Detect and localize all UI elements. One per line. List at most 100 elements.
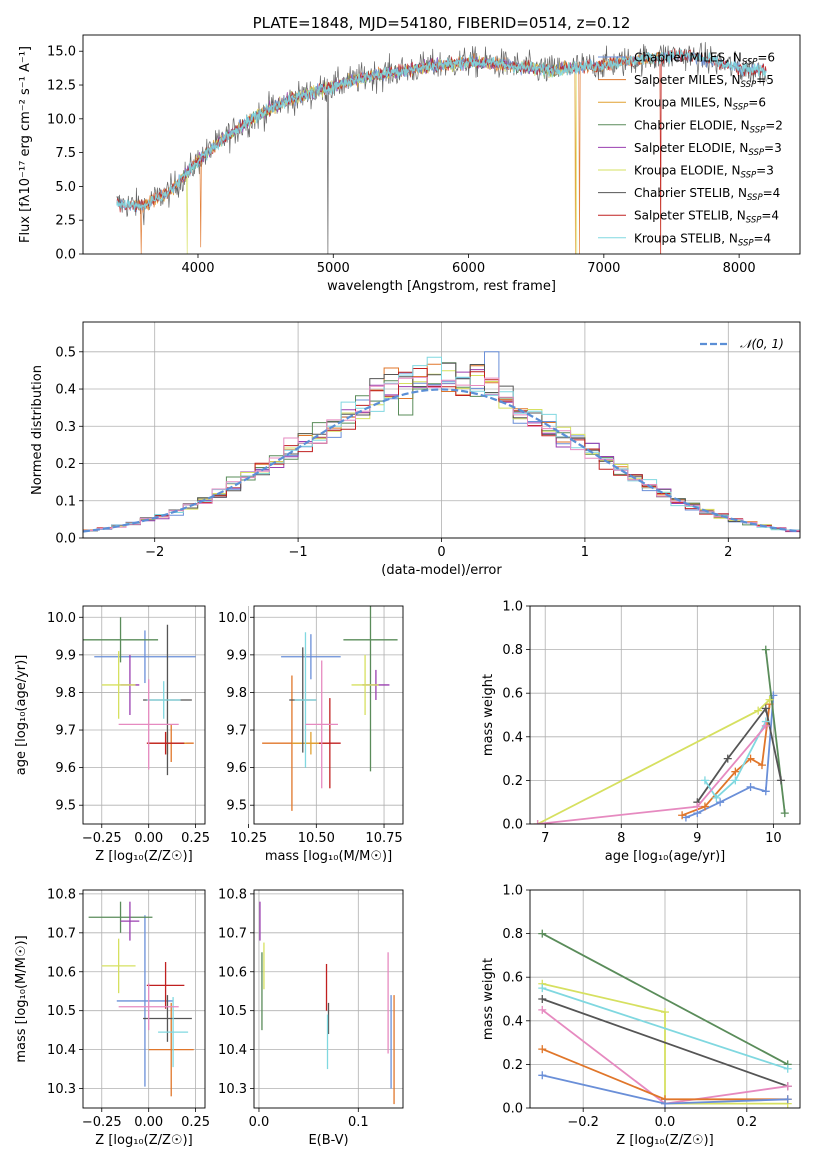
legend-text: Salpeter ELODIE, N bbox=[634, 141, 748, 155]
y-tick-label: 0.4 bbox=[502, 730, 523, 745]
weight-marker bbox=[538, 1005, 547, 1014]
x-tick-label: 0 bbox=[437, 545, 445, 560]
panel-4: 10.25 10.50 10.75 9.5 9.6 9.7 9.8 9.9 10.0 mass [… bbox=[218, 605, 404, 864]
weight-marker bbox=[761, 704, 770, 713]
weight-marker bbox=[538, 1045, 547, 1054]
legend-entry: 𝒩(0, 1) bbox=[740, 337, 784, 351]
legend-suffix: =6 bbox=[757, 51, 775, 65]
axes-frame bbox=[82, 889, 206, 1109]
weight-line bbox=[696, 706, 782, 803]
x-tick-label: −0.25 bbox=[82, 831, 122, 846]
weight-marker bbox=[731, 767, 740, 776]
y-tick-label: 1.0 bbox=[502, 600, 523, 615]
panel-2: −2 −1 0 1 2 0.0 0.1 0.2 0.3 0.4 0.5 (data-model)/er… bbox=[30, 321, 801, 578]
y-tick-label: 0.6 bbox=[502, 971, 523, 986]
y-tick-label: 2.5 bbox=[55, 214, 76, 229]
legend-subscript: SSP bbox=[741, 171, 757, 181]
legend-subscript: SSP bbox=[747, 193, 763, 203]
legend-entry: Kroupa ELODIE, NSSP=3 bbox=[634, 164, 774, 181]
y-tick-label: 0.3 bbox=[55, 420, 76, 435]
legend-entry: Kroupa MILES, NSSP=6 bbox=[634, 96, 766, 113]
weight-line bbox=[704, 721, 767, 800]
legend-text: Chabrier ELODIE, N bbox=[634, 118, 750, 132]
x-tick-label: −0.25 bbox=[82, 1115, 122, 1130]
weight-marker bbox=[723, 754, 732, 763]
y-axis-label: mass weight bbox=[481, 958, 496, 1040]
panel-1: 4000 5000 6000 7000 8000 0.0 2.5 5.0 7.5 10.0 12.5… bbox=[18, 34, 801, 294]
y-tick-label: 0.0 bbox=[55, 532, 76, 547]
legend-entry: Salpeter ELODIE, NSSP=3 bbox=[634, 141, 782, 158]
gaussian-curve bbox=[83, 388, 800, 533]
plot-area bbox=[533, 645, 789, 824]
weight-marker bbox=[757, 761, 766, 770]
weight-marker bbox=[538, 995, 547, 1003]
x-tick-label: 4000 bbox=[181, 261, 214, 276]
plot-area bbox=[83, 617, 196, 776]
y-tick-label: 9.9 bbox=[226, 648, 247, 663]
weight-marker bbox=[780, 809, 789, 818]
y-tick-label: 0.8 bbox=[502, 927, 523, 942]
legend-subscript: SSP bbox=[750, 125, 766, 135]
y-tick-label: 0.6 bbox=[502, 687, 523, 702]
legend-subscript: SSP bbox=[738, 238, 754, 248]
y-tick-label: 10.3 bbox=[47, 1082, 76, 1097]
spectrum-line bbox=[136, 51, 662, 254]
axes-frame bbox=[253, 889, 404, 1109]
x-axis-label: Z [log₁₀(Z/Z☉)] bbox=[95, 849, 192, 864]
weight-marker bbox=[538, 984, 547, 993]
y-tick-label: 10.6 bbox=[218, 965, 247, 980]
x-axis-label: (data-model)/error bbox=[381, 563, 502, 578]
plot-area bbox=[259, 901, 395, 1105]
weight-marker bbox=[754, 706, 763, 715]
legend-suffix: =4 bbox=[761, 209, 779, 223]
weight-marker bbox=[538, 1071, 547, 1080]
y-tick-label: 5.0 bbox=[55, 180, 76, 195]
y-tick-label: 0.0 bbox=[55, 248, 76, 263]
weight-marker bbox=[746, 782, 755, 791]
legend-text: Chabrier STELIB, N bbox=[634, 186, 747, 200]
x-tick-label: 0.00 bbox=[134, 1115, 163, 1130]
axes-frame bbox=[82, 34, 801, 255]
weight-marker bbox=[776, 776, 785, 785]
panel-5: 7 8 9 10 0.0 0.2 0.4 0.6 0.8 1.0 age [log₁₀(age/yr… bbox=[481, 600, 801, 864]
weight-line bbox=[685, 695, 775, 819]
legend-text: Salpeter MILES, N bbox=[634, 73, 741, 87]
legend-suffix: =6 bbox=[748, 96, 766, 110]
plot-area bbox=[116, 42, 767, 254]
x-tick-label: −0.2 bbox=[567, 1115, 599, 1130]
y-axis-label: mass weight bbox=[481, 674, 496, 756]
x-tick-label: 10.75 bbox=[365, 831, 402, 846]
y-tick-label: 10.5 bbox=[47, 1004, 76, 1019]
x-tick-label: 1 bbox=[581, 545, 589, 560]
legend-text: Salpeter STELIB, N bbox=[634, 209, 746, 223]
plot-area bbox=[538, 929, 792, 1108]
weight-marker bbox=[700, 776, 709, 785]
legend-suffix: =4 bbox=[763, 186, 781, 200]
weight-line bbox=[764, 649, 786, 814]
x-tick-label: 8000 bbox=[723, 261, 756, 276]
y-tick-label: 10.7 bbox=[218, 926, 247, 941]
y-tick-label: 9.7 bbox=[226, 724, 247, 739]
legend-entry: Chabrier ELODIE, NSSP=2 bbox=[634, 118, 783, 135]
weight-marker bbox=[693, 802, 702, 811]
legend-entry: Kroupa STELIB, NSSP=4 bbox=[634, 231, 771, 248]
y-axis-label: Normed distribution bbox=[30, 365, 45, 495]
legend-entry: Salpeter STELIB, NSSP=4 bbox=[634, 209, 779, 226]
y-tick-label: 10.7 bbox=[47, 926, 76, 941]
weight-marker bbox=[761, 787, 770, 796]
weight-marker bbox=[716, 798, 725, 807]
y-tick-label: 12.5 bbox=[47, 79, 76, 94]
x-axis-label: age [log₁₀(age/yr)] bbox=[605, 849, 726, 864]
y-tick-label: 0.4 bbox=[502, 1014, 523, 1029]
y-tick-label: 10.6 bbox=[47, 965, 76, 980]
histogram-step bbox=[83, 356, 800, 532]
legend-entry: Salpeter MILES, NSSP=5 bbox=[634, 73, 774, 90]
y-tick-label: 10.8 bbox=[218, 887, 247, 902]
x-tick-label: 0.1 bbox=[348, 1115, 369, 1130]
y-tick-label: 0.2 bbox=[502, 1058, 523, 1073]
weight-marker bbox=[761, 645, 770, 654]
legend-suffix: =3 bbox=[764, 141, 782, 155]
y-axis-label: age [log₁₀(age/yr)] bbox=[14, 655, 29, 776]
y-tick-label: 9.6 bbox=[55, 761, 76, 776]
